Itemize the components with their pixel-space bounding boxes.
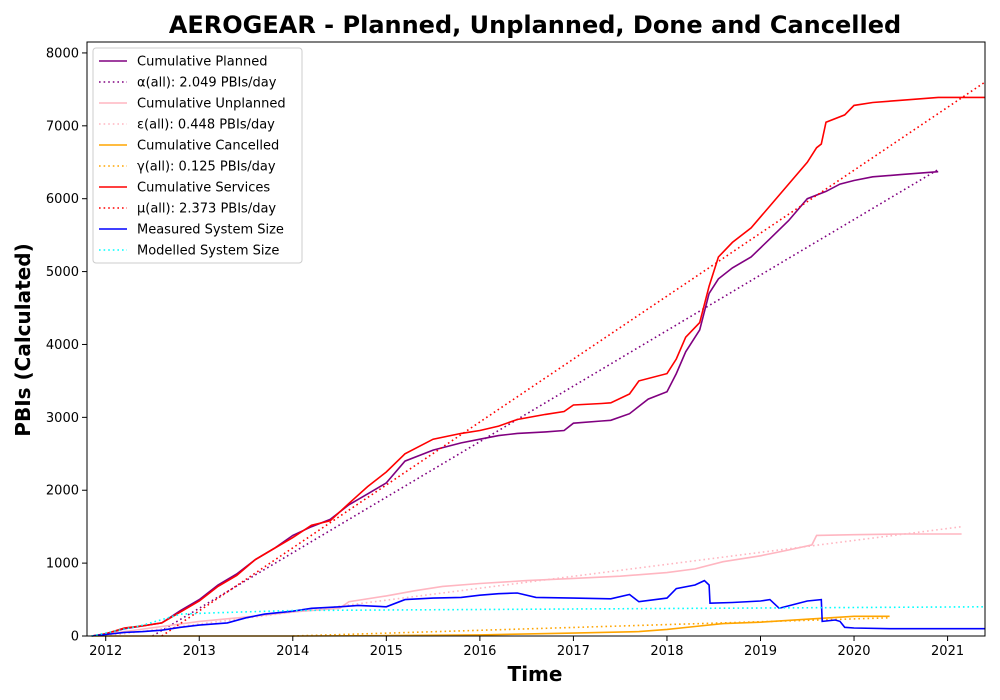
legend-label: γ(all): 0.125 PBIs/day bbox=[137, 160, 276, 175]
series-line-0 bbox=[91, 170, 939, 637]
x-tick-label: 2017 bbox=[557, 644, 590, 659]
x-tick-label: 2012 bbox=[89, 644, 122, 659]
y-tick-label: 1000 bbox=[46, 557, 79, 572]
legend: Cumulative Planned α(all): 2.049 PBIs/day… bbox=[92, 47, 303, 264]
y-axis-label: PBIs (Calculated) bbox=[11, 243, 35, 436]
legend-label: Measured System Size bbox=[137, 223, 284, 238]
y-tick-label: 4000 bbox=[46, 338, 79, 353]
legend-box bbox=[92, 47, 303, 264]
legend-label: Cumulative Cancelled bbox=[137, 139, 279, 154]
y-tick-label: 2000 bbox=[46, 484, 79, 499]
series-line-5 bbox=[292, 617, 890, 637]
x-tick-label: 2016 bbox=[463, 644, 496, 659]
legend-label: μ(all): 2.373 PBIs/day bbox=[137, 202, 276, 217]
legend-label: Cumulative Services bbox=[137, 181, 270, 196]
x-tick-label: 2014 bbox=[276, 644, 309, 659]
x-tick-label: 2020 bbox=[837, 644, 870, 659]
legend-label: Cumulative Planned bbox=[137, 55, 267, 70]
y-tick-label: 5000 bbox=[46, 265, 79, 280]
series-line-4 bbox=[91, 615, 890, 637]
y-tick-label: 0 bbox=[71, 630, 79, 645]
x-axis-label: Time bbox=[508, 662, 563, 686]
x-tick-label: 2018 bbox=[650, 644, 683, 659]
chart-title: AEROGEAR - Planned, Unplanned, Done and … bbox=[169, 11, 901, 39]
legend-label: α(all): 2.049 PBIs/day bbox=[137, 76, 277, 91]
series-line-8 bbox=[91, 579, 985, 637]
series-line-1 bbox=[152, 168, 939, 637]
plot-frame bbox=[86, 41, 986, 637]
legend-label: ε(all): 0.448 PBIs/day bbox=[137, 118, 275, 133]
y-tick-label: 3000 bbox=[46, 411, 79, 426]
x-tick-label: 2015 bbox=[370, 644, 403, 659]
series-layer bbox=[91, 81, 986, 637]
y-tick-label: 7000 bbox=[46, 119, 79, 134]
ticks-layer: 2012 2013 2014 2015 2016 2017 2018 2019 2020 2021… bbox=[46, 46, 964, 659]
x-tick-label: 2021 bbox=[931, 644, 964, 659]
x-tick-label: 2019 bbox=[744, 644, 777, 659]
x-tick-label: 2013 bbox=[183, 644, 216, 659]
legend-label: Modelled System Size bbox=[137, 244, 279, 259]
y-tick-label: 6000 bbox=[46, 192, 79, 207]
series-line-6 bbox=[91, 96, 985, 637]
y-tick-label: 8000 bbox=[46, 46, 79, 61]
legend-label: Cumulative Unplanned bbox=[137, 97, 286, 112]
